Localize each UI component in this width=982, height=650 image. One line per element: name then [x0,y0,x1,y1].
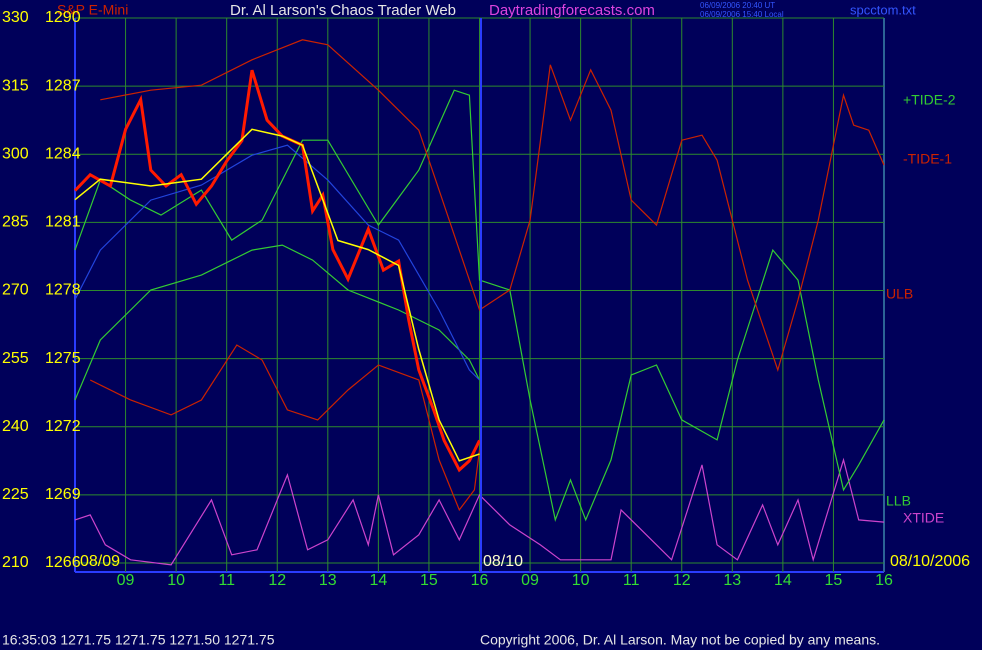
series-line [89,344,481,512]
series [73,39,885,566]
y-tick-label: 210 [2,554,29,571]
x-tick-label: 12 [673,572,691,589]
y-tick-label: 330 [2,9,29,26]
y2-tick-label: 1269 [45,486,81,503]
x-tick-label: 13 [319,572,337,589]
date-label: 08/10 [483,553,523,570]
y2-tick-label: 1281 [45,214,81,231]
series-line [100,39,885,373]
x-tick-label: 12 [268,572,286,589]
series-line [74,128,480,462]
x-tick-label: 14 [369,572,387,589]
x-tick-label: 10 [167,572,185,589]
x-tick-label: 16 [875,572,893,589]
y2-tick-label: 1275 [45,350,81,367]
x-tick-label: 09 [117,572,135,589]
y-tick-label: 255 [2,350,29,367]
series-label: -TIDE-1 [903,151,952,167]
title: Dr. Al Larson's Chaos Trader Web [230,2,456,19]
instrument: S&P E-Mini [57,2,128,18]
series-line [74,457,885,566]
file-name: spcctom.txt [850,2,916,17]
grid [75,17,885,572]
x-tick-label: 14 [774,572,792,589]
series-label: LLB [886,493,911,509]
timestamp-local: 06/09/2006 15:40 Local [700,10,784,19]
y2-tick-label: 1278 [45,282,81,299]
x-tick-label: 16 [471,572,489,589]
date-label: 08/10/2006 [890,553,970,570]
timestamp-ut: 06/09/2006 20:40 UT [700,1,775,10]
x-tick-label: 13 [723,572,741,589]
x-tick-label: 11 [218,572,235,589]
y-tick-label: 225 [2,486,29,503]
y-tick-label: 285 [2,214,29,231]
series-label: XTIDE [903,510,944,526]
y2-tick-label: 1272 [45,418,81,435]
y2-tick-label: 1287 [45,77,81,94]
x-tick-label: 09 [521,572,539,589]
site: Daytradingforecasts.com [489,2,655,19]
x-tick-label: 15 [420,572,438,589]
y2-tick-label: 1284 [45,145,81,162]
y-tick-label: 240 [2,418,29,435]
x-tick-label: 10 [572,572,590,589]
date-label: 08/09 [80,553,120,570]
series-label: +TIDE-2 [903,92,956,108]
series-line [74,144,480,381]
y-tick-label: 270 [2,282,29,299]
y-tick-label: 315 [2,77,29,94]
x-tick-label: 11 [623,572,640,589]
y2-tick-label: 1290 [45,9,81,26]
x-tick-label: 15 [825,572,843,589]
y2-tick-label: 1266 [45,554,81,571]
series-line [74,89,885,523]
series-line [74,244,481,401]
series-label: ULB [886,286,913,302]
status: 16:35:03 1271.75 1271.75 1271.50 1271.75 [2,632,275,648]
copyright: Copyright 2006, Dr. Al Larson. May not b… [480,632,880,648]
y-tick-label: 300 [2,145,29,162]
